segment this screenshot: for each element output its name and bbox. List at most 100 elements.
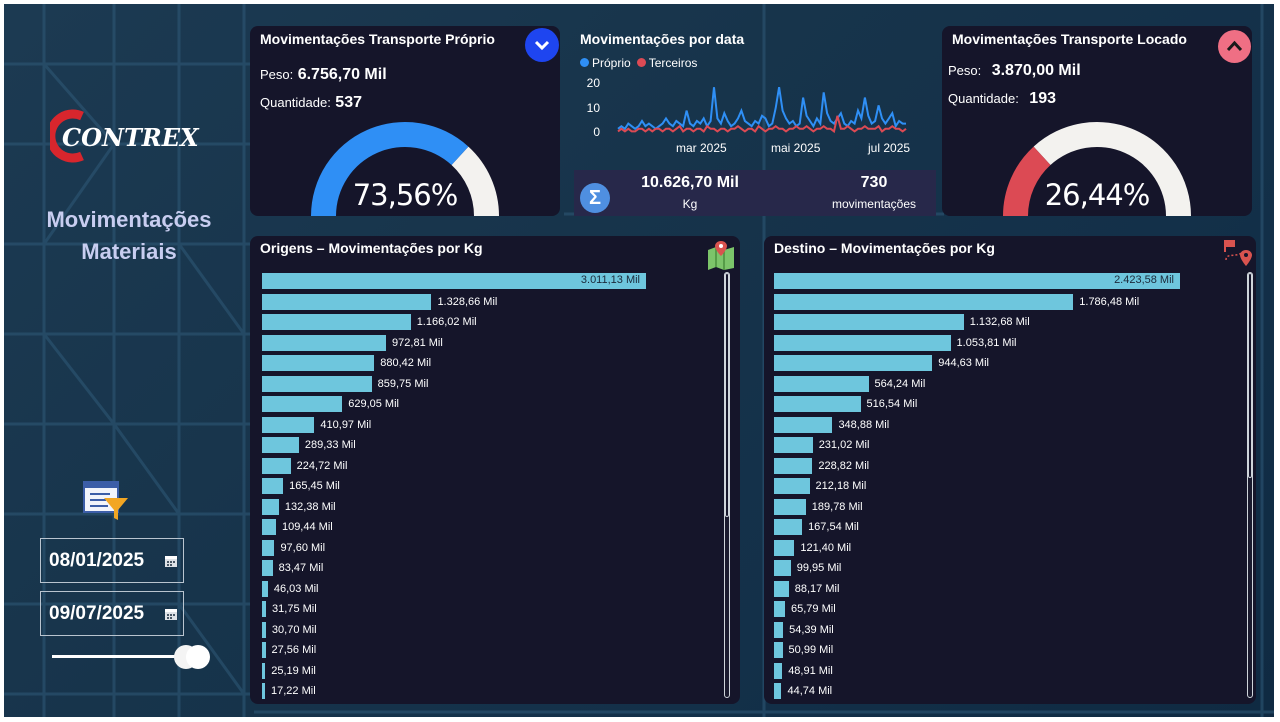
- origens-bar-row[interactable]: 30,70 Mil: [262, 621, 317, 638]
- destino-bar[interactable]: [774, 478, 810, 494]
- destino-bar-row[interactable]: 1.132,68 Mil: [774, 314, 1030, 330]
- destino-bar-row[interactable]: 50,99 Mil: [774, 642, 833, 658]
- origens-bar[interactable]: [262, 355, 375, 371]
- destino-bar[interactable]: [774, 416, 833, 433]
- filter-icon[interactable]: [82, 476, 130, 524]
- destino-scrollbar[interactable]: [1247, 272, 1253, 698]
- destino-bar[interactable]: [774, 375, 869, 392]
- origens-bar[interactable]: [262, 457, 291, 474]
- quantidade-label: Quantidade:: [260, 95, 331, 110]
- destino-bar[interactable]: [774, 314, 964, 330]
- origens-bar-row[interactable]: 859,75 Mil: [262, 375, 428, 392]
- destino-bar[interactable]: [774, 396, 861, 412]
- destino-bar[interactable]: [774, 601, 786, 617]
- date-start-field[interactable]: 08/01/2025: [40, 538, 184, 583]
- origens-bar[interactable]: [262, 498, 279, 515]
- destino-bar[interactable]: [774, 539, 795, 556]
- destino-bar[interactable]: [774, 519, 803, 535]
- destino-bar[interactable]: [774, 293, 1074, 310]
- destino-bar-row[interactable]: 348,88 Mil: [774, 416, 890, 433]
- arrow-up-button[interactable]: [1218, 30, 1251, 63]
- date-range-slider[interactable]: [52, 644, 212, 670]
- origens-bar-row[interactable]: 27,56 Mil: [262, 642, 316, 658]
- destino-bar-row[interactable]: 212,18 Mil: [774, 478, 866, 494]
- calendar-icon[interactable]: [165, 555, 177, 567]
- destino-bar-row[interactable]: 167,54 Mil: [774, 519, 859, 535]
- origens-bar[interactable]: [262, 621, 266, 638]
- destino-bar[interactable]: [774, 642, 783, 658]
- origens-bar-row[interactable]: 46,03 Mil: [262, 580, 319, 597]
- origens-bar[interactable]: [262, 580, 268, 597]
- origens-bar-row[interactable]: 1.166,02 Mil: [262, 314, 477, 330]
- origens-bar-row[interactable]: 132,38 Mil: [262, 498, 336, 515]
- x-tick: jul 2025: [868, 141, 911, 155]
- destino-bar-row[interactable]: 48,91 Mil: [774, 662, 833, 679]
- destino-bar-row[interactable]: 54,39 Mil: [774, 621, 834, 638]
- origens-bar-row[interactable]: 289,33 Mil: [262, 437, 356, 453]
- destino-bar[interactable]: [774, 580, 789, 597]
- origens-bar[interactable]: [262, 642, 266, 658]
- origens-bar[interactable]: [262, 662, 266, 679]
- destino-bar[interactable]: [774, 560, 791, 576]
- destino-bar-row[interactable]: 99,95 Mil: [774, 560, 841, 576]
- destino-bar[interactable]: 2.423,58 Mil: [774, 273, 1180, 289]
- origens-bar-row[interactable]: 83,47 Mil: [262, 560, 323, 576]
- destino-bar[interactable]: [774, 457, 813, 474]
- destino-bar-row[interactable]: 1.053,81 Mil: [774, 334, 1016, 351]
- destino-bar[interactable]: [774, 683, 782, 699]
- arrow-down-button[interactable]: [525, 28, 559, 62]
- destino-bar-row[interactable]: 65,79 Mil: [774, 601, 836, 617]
- destino-bar-row[interactable]: 564,24 Mil: [774, 375, 925, 392]
- destino-bar-label: 348,88 Mil: [838, 418, 890, 431]
- origens-bar[interactable]: [262, 560, 273, 576]
- origens-bar-row[interactable]: 109,44 Mil: [262, 519, 333, 535]
- origens-bar[interactable]: [262, 683, 265, 699]
- origens-bar-row[interactable]: 629,05 Mil: [262, 396, 399, 412]
- origens-bar[interactable]: [262, 334, 387, 351]
- scrollbar-thumb[interactable]: [1248, 273, 1252, 478]
- calendar-icon[interactable]: [165, 608, 177, 620]
- origens-bar[interactable]: [262, 519, 276, 535]
- destino-bar-row[interactable]: 44,74 Mil: [774, 683, 832, 699]
- origens-bar-row[interactable]: 165,45 Mil: [262, 478, 340, 494]
- destino-bar-row[interactable]: 944,63 Mil: [774, 355, 989, 371]
- origens-bar-row[interactable]: 3.011,13 Mil: [262, 273, 646, 289]
- destino-bar-row[interactable]: 516,54 Mil: [774, 396, 917, 412]
- origens-bar[interactable]: [262, 437, 299, 453]
- destino-bar[interactable]: [774, 621, 784, 638]
- destino-bar-row[interactable]: 189,78 Mil: [774, 498, 863, 515]
- destino-bar[interactable]: [774, 334, 951, 351]
- origens-bar[interactable]: [262, 396, 343, 412]
- origens-bar[interactable]: [262, 314, 411, 330]
- origens-bar[interactable]: [262, 416, 315, 433]
- destino-bar[interactable]: [774, 498, 806, 515]
- origens-bar-row[interactable]: 1.328,66 Mil: [262, 293, 497, 310]
- destino-bar[interactable]: [774, 355, 933, 371]
- origens-bar[interactable]: 3.011,13 Mil: [262, 273, 646, 289]
- origens-bar[interactable]: [262, 375, 372, 392]
- destino-bar[interactable]: [774, 437, 813, 453]
- destino-bar-row[interactable]: 228,82 Mil: [774, 457, 869, 474]
- origens-scrollbar[interactable]: [724, 272, 730, 698]
- destino-bar-row[interactable]: 121,40 Mil: [774, 539, 851, 556]
- scrollbar-thumb[interactable]: [725, 273, 729, 517]
- origens-bar-row[interactable]: 25,19 Mil: [262, 662, 316, 679]
- destino-bar-row[interactable]: 1.786,48 Mil: [774, 293, 1139, 310]
- origens-bar-row[interactable]: 410,97 Mil: [262, 416, 371, 433]
- destino-bar-row[interactable]: 88,17 Mil: [774, 580, 839, 597]
- origens-bar-row[interactable]: 880,42 Mil: [262, 355, 431, 371]
- destino-bar-row[interactable]: 231,02 Mil: [774, 437, 869, 453]
- origens-bar-row[interactable]: 972,81 Mil: [262, 334, 443, 351]
- destino-bar-row[interactable]: 2.423,58 Mil: [774, 273, 1180, 289]
- origens-bar-row[interactable]: 17,22 Mil: [262, 683, 316, 699]
- origens-bar[interactable]: [262, 293, 432, 310]
- origens-bar-row[interactable]: 97,60 Mil: [262, 539, 325, 556]
- origens-bar[interactable]: [262, 601, 267, 617]
- origens-bar[interactable]: [262, 539, 275, 556]
- origens-bar[interactable]: [262, 478, 284, 494]
- date-end-field[interactable]: 09/07/2025: [40, 591, 184, 636]
- origens-bar-row[interactable]: 31,75 Mil: [262, 601, 317, 617]
- destino-bar[interactable]: [774, 662, 783, 679]
- origens-bar-row[interactable]: 224,72 Mil: [262, 457, 347, 474]
- slider-handle-end[interactable]: [186, 645, 210, 669]
